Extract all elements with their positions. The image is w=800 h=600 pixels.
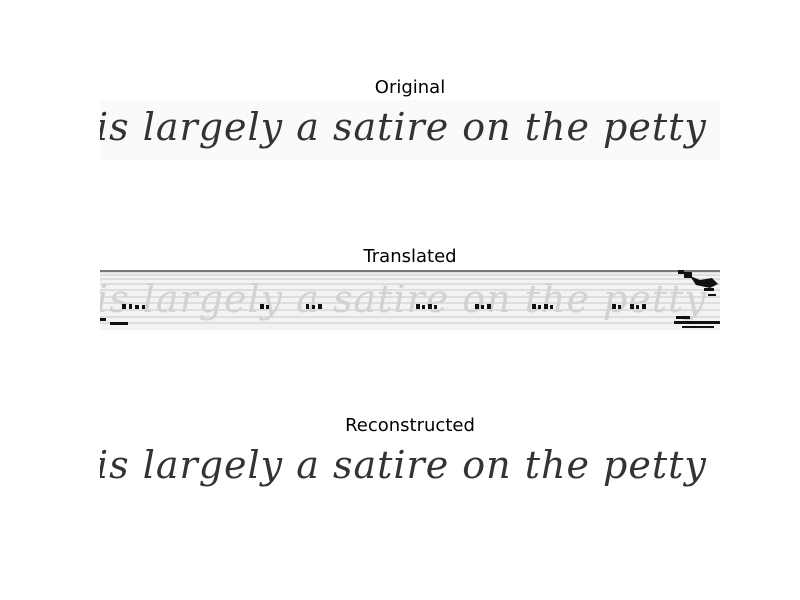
translated-handwriting-image: is largely a satire on the petty court [100,270,720,330]
original-handwriting-text: is largely a satire on the petty court [100,105,720,149]
reconstructed-handwriting-image: is largely a satire on the petty cou [100,438,720,498]
panel-title-reconstructed: Reconstructed [345,415,475,436]
translated-faded-handwriting: is largely a satire on the petty court [100,277,720,321]
translated-artifacts [100,270,720,328]
panel-title-translated: Translated [363,246,457,267]
panel-title-original: Original [374,77,446,98]
reconstructed-handwriting-text: is largely a satire on the petty cou [100,443,720,487]
original-handwriting-image: is largely a satire on the petty court [100,100,720,160]
